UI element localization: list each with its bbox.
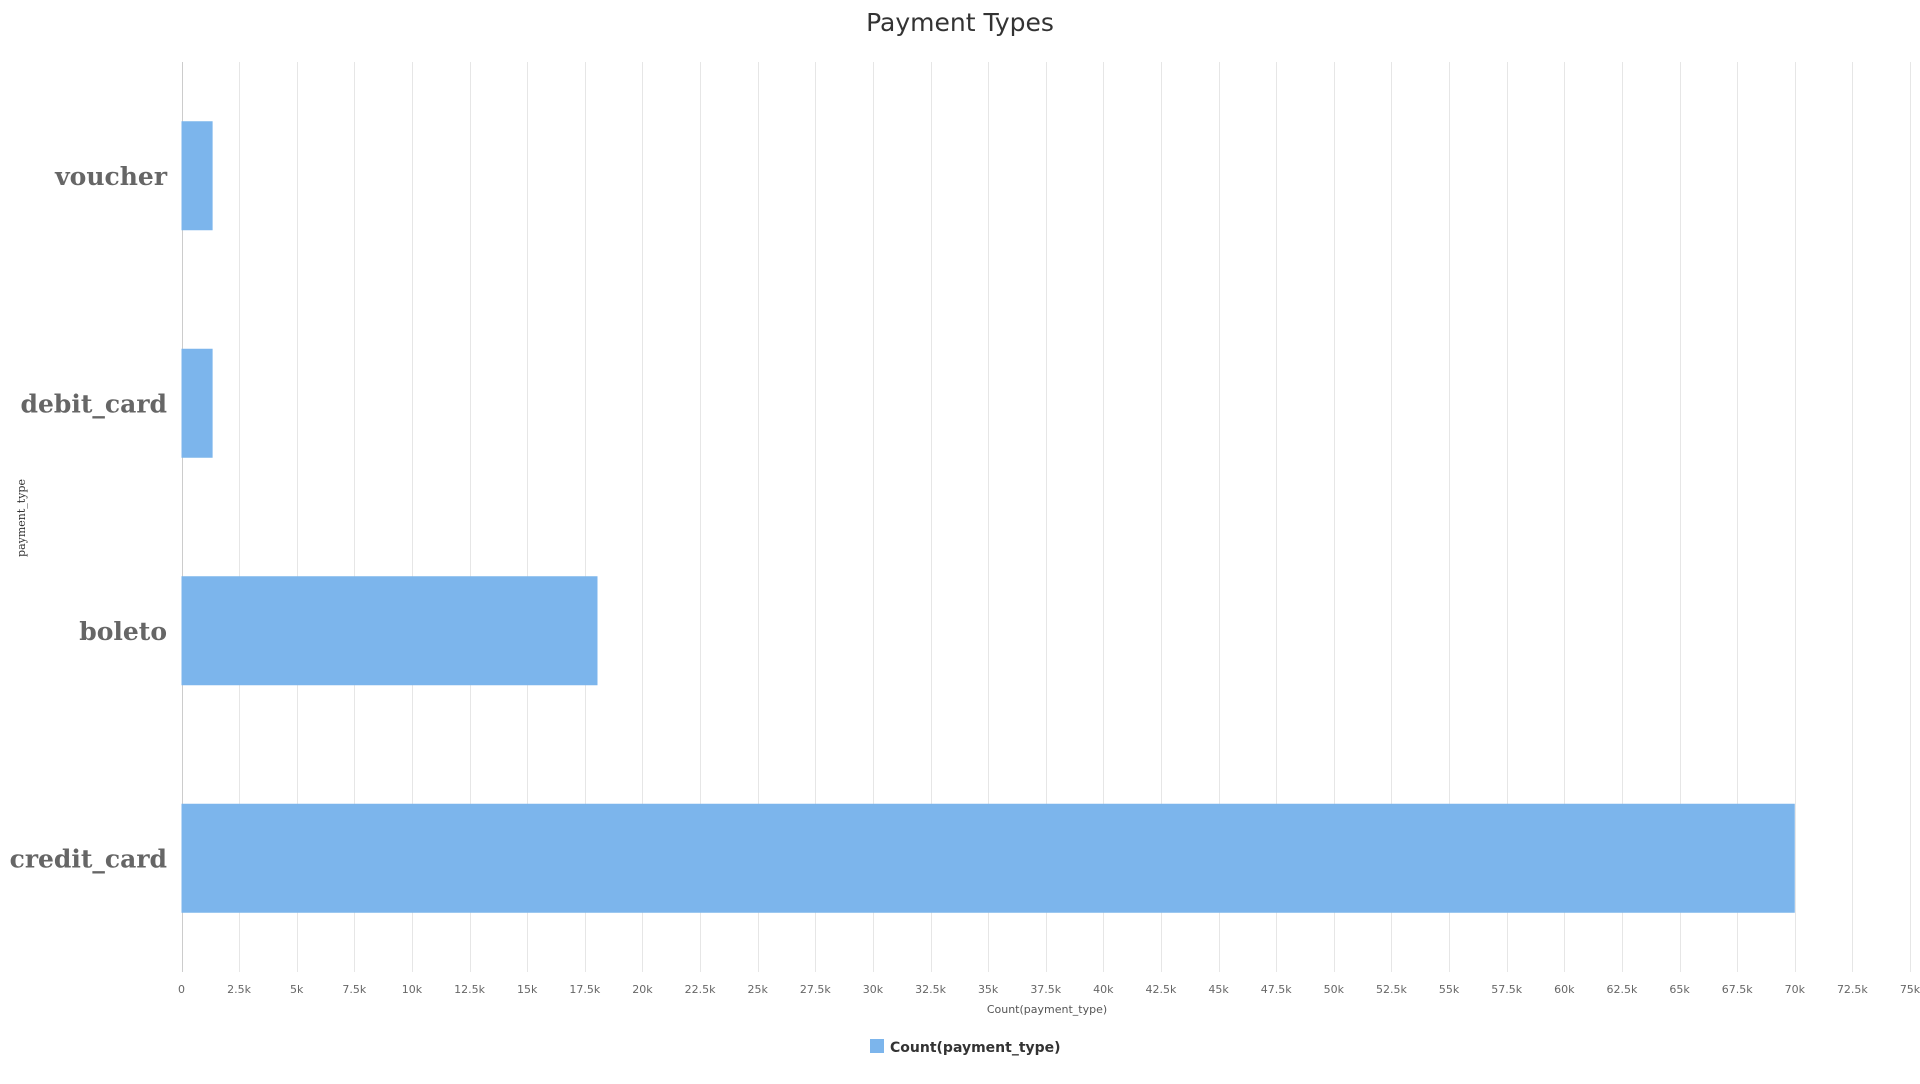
category-label: voucher <box>54 162 168 191</box>
x-tick-label: 45k <box>1208 983 1229 996</box>
x-tick-label: 67.5k <box>1722 983 1753 996</box>
category-label: credit_card <box>10 844 167 873</box>
x-tick-label: 40k <box>1093 983 1114 996</box>
x-tick-label: 22.5k <box>685 983 716 996</box>
x-tick-label: 72.5k <box>1837 983 1868 996</box>
x-tick-label: 20k <box>632 983 653 996</box>
bar-voucher[interactable] <box>181 121 213 231</box>
x-tick-label: 5k <box>290 983 304 996</box>
bars <box>181 121 1795 913</box>
x-tick-label: 60k <box>1554 983 1575 996</box>
x-tick-label: 0 <box>178 983 185 996</box>
legend[interactable]: Count(payment_type) <box>870 1039 1061 1056</box>
chart-title: Payment Types <box>866 8 1054 37</box>
x-tick-label: 70k <box>1785 983 1806 996</box>
x-tick-label: 37.5k <box>1030 983 1061 996</box>
x-tick-label: 2.5k <box>227 983 251 996</box>
x-tick-label: 27.5k <box>800 983 831 996</box>
bar-credit-card[interactable] <box>181 803 1795 913</box>
x-tick-label: 65k <box>1669 983 1690 996</box>
legend-swatch[interactable] <box>870 1039 884 1053</box>
x-tick-label: 75k <box>1900 983 1920 996</box>
x-tick-label: 17.5k <box>569 983 600 996</box>
x-tick-label: 30k <box>863 983 884 996</box>
x-tick-label: 7.5k <box>342 983 366 996</box>
x-axis-title: Count(payment_type) <box>987 1003 1107 1016</box>
bar-debit-card[interactable] <box>181 348 213 458</box>
y-axis-title: payment_type <box>15 479 28 557</box>
legend-label[interactable]: Count(payment_type) <box>890 1040 1061 1056</box>
x-tick-label: 32.5k <box>915 983 946 996</box>
category-label: boleto <box>79 617 167 646</box>
x-tick-label: 35k <box>978 983 999 996</box>
x-tick-label: 50k <box>1324 983 1345 996</box>
x-tick-label: 57.5k <box>1491 983 1522 996</box>
x-tick-label: 10k <box>402 983 423 996</box>
x-tick-label: 47.5k <box>1261 983 1292 996</box>
category-label: debit_card <box>21 389 167 418</box>
x-tick-label: 55k <box>1439 983 1460 996</box>
x-tick-label: 52.5k <box>1376 983 1407 996</box>
x-tick-labels: 0 2.5k 5k 7.5k 10k 12.5k 15k 17.5k 20k 22.5k 25k 27… <box>178 983 1920 996</box>
x-tick-label: 12.5k <box>454 983 485 996</box>
x-tick-label: 62.5k <box>1606 983 1637 996</box>
x-tick-label: 25k <box>747 983 768 996</box>
bar-boleto[interactable] <box>181 576 598 686</box>
x-tick-label: 42.5k <box>1146 983 1177 996</box>
x-tick-label: 15k <box>517 983 538 996</box>
